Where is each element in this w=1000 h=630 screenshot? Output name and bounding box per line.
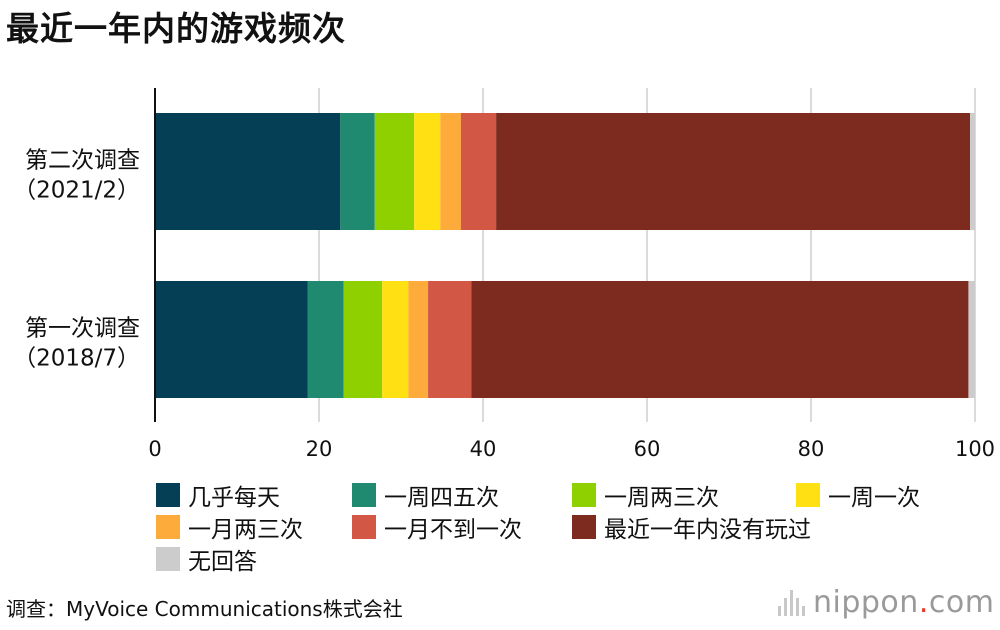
category-label: （2018/7） — [13, 346, 140, 372]
legend-item: 一月两三次 — [156, 510, 303, 544]
legend-swatch — [572, 483, 596, 507]
x-tick-label: 80 — [798, 437, 825, 461]
bar-segment — [155, 113, 341, 230]
source-note: 调查：MyVoice Communications株式会社 — [6, 597, 403, 621]
legend-swatch — [572, 515, 596, 539]
legend-label: 一周四五次 — [384, 485, 499, 511]
bar-segment — [428, 281, 472, 398]
x-unit-label: (%) — [959, 467, 992, 470]
bar-segment — [374, 113, 415, 230]
x-tick-label: 40 — [470, 437, 497, 461]
legend-item: 无回答 — [156, 542, 257, 576]
legend-item: 一月不到一次 — [352, 510, 522, 544]
nippon-logo: nippon.com — [778, 585, 994, 620]
legend-item: 一周四五次 — [352, 478, 499, 512]
x-tick-label: 60 — [634, 437, 661, 461]
bar-segment — [408, 281, 429, 398]
legend-item: 最近一年内没有玩过 — [572, 510, 811, 544]
logo-name: nippon — [813, 585, 919, 620]
bar-segment — [382, 281, 409, 398]
legend-label: 无回答 — [188, 549, 257, 575]
legend-label: 一周一次 — [828, 485, 920, 511]
bar-segment — [970, 113, 975, 230]
bar-segment — [440, 113, 461, 230]
legend-swatch — [796, 483, 820, 507]
logo-dot: . — [918, 585, 929, 620]
bar-segment — [460, 113, 497, 230]
chart-title: 最近一年内的游戏频次 — [6, 9, 346, 48]
category-label: （2021/2） — [13, 178, 140, 204]
legend-swatch — [156, 515, 180, 539]
bar-segment — [307, 281, 344, 398]
bar-segment — [968, 281, 975, 398]
legend-label: 一月两三次 — [188, 517, 303, 543]
legend-item: 一周一次 — [796, 478, 920, 512]
legend-label: 一周两三次 — [604, 485, 719, 511]
logo-text: nippon.com — [813, 585, 994, 620]
legend-label: 几乎每天 — [188, 485, 280, 511]
legend-label: 最近一年内没有玩过 — [604, 517, 811, 543]
bar-segment — [343, 281, 383, 398]
category-label: 第一次调查 — [25, 316, 140, 342]
legend-swatch — [156, 483, 180, 507]
logo-tld: com — [928, 585, 995, 620]
legend-label: 一月不到一次 — [384, 517, 522, 543]
legend-swatch — [352, 515, 376, 539]
bar-segment — [340, 113, 375, 230]
x-tick-label: 100 — [955, 437, 995, 461]
legend-item: 一周两三次 — [572, 478, 719, 512]
bar-segment — [496, 113, 971, 230]
category-label: 第二次调查 — [25, 148, 140, 174]
bar-segment — [155, 281, 308, 398]
bar-segment — [414, 113, 441, 230]
legend-item: 几乎每天 — [156, 478, 280, 512]
x-tick-label: 0 — [148, 437, 161, 461]
bar-segment — [471, 281, 969, 398]
legend-swatch — [352, 483, 376, 507]
x-tick-label: 20 — [306, 437, 333, 461]
logo-bars-icon — [778, 589, 805, 616]
stacked-bar-chart: 第二次调查 （2021/2） 第一次调查 （2018/7） 0 20 40 60 80 100 (%… — [13, 88, 995, 470]
legend-swatch — [156, 547, 180, 571]
